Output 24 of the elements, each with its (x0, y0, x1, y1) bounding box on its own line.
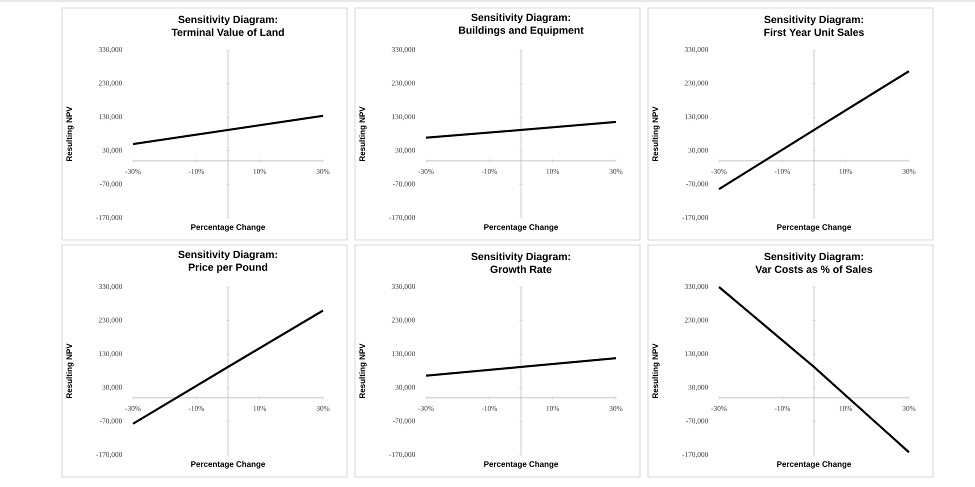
chart-subtitle: Var Costs as % of Sales (755, 265, 872, 273)
x-axis-title: Percentage Change (484, 224, 558, 232)
chart-subtitle: First Year Unit Sales (764, 28, 864, 36)
x-axis-title: Percentage Change (191, 224, 266, 232)
chart-title: Sensitivity Diagram: (178, 16, 277, 26)
chart-subtitle: Buildings and Equipment (459, 26, 584, 36)
chart-title: Sensitivity Diagram: (471, 13, 570, 24)
chart-subtitle: Terminal Value of Land (172, 28, 284, 36)
y-axis-title: Resulting NPV (66, 343, 74, 398)
chart-title: Sensitivity Diagram: (764, 16, 863, 26)
chart-title: Sensitivity Diagram: (471, 252, 570, 262)
y-axis-title: Resulting NPV (66, 106, 74, 162)
chart-title: Sensitivity Diagram: (178, 250, 277, 260)
x-axis-title: Percentage Change (777, 461, 852, 469)
y-axis-title: Resulting NPV (652, 343, 660, 398)
y-axis-title: Resulting NPV (359, 106, 367, 162)
chart-subtitle: Growth Rate (490, 265, 552, 273)
x-axis-title: Percentage Change (191, 461, 266, 469)
chart-title: Sensitivity Diagram: (764, 252, 863, 262)
y-axis-title: Resulting NPV (359, 343, 367, 398)
chart-subtitle: Price per Pound (188, 263, 268, 273)
y-axis-title: Resulting NPV (652, 106, 660, 162)
x-axis-title: Percentage Change (484, 461, 558, 469)
x-axis-title: Percentage Change (777, 224, 852, 232)
